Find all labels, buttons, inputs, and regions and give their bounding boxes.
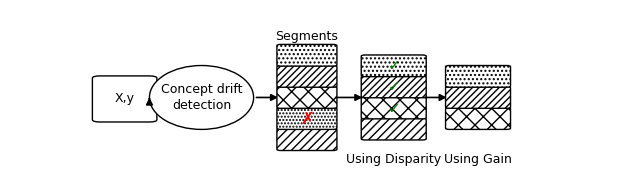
- FancyBboxPatch shape: [277, 108, 337, 130]
- FancyBboxPatch shape: [445, 87, 511, 108]
- Text: X,y: X,y: [115, 92, 134, 105]
- FancyBboxPatch shape: [92, 76, 157, 122]
- FancyBboxPatch shape: [361, 76, 426, 98]
- FancyBboxPatch shape: [445, 65, 511, 87]
- Text: Using Disparity: Using Disparity: [346, 153, 442, 166]
- FancyBboxPatch shape: [361, 118, 426, 140]
- FancyBboxPatch shape: [277, 44, 337, 66]
- FancyBboxPatch shape: [445, 108, 511, 130]
- FancyBboxPatch shape: [361, 55, 426, 77]
- Ellipse shape: [150, 65, 253, 130]
- Text: Segments: Segments: [275, 30, 338, 43]
- Text: ✓: ✓: [387, 58, 400, 73]
- Text: ✓: ✓: [387, 101, 400, 116]
- Text: Concept drift
detection: Concept drift detection: [161, 83, 243, 112]
- Text: Using Gain: Using Gain: [444, 153, 512, 166]
- Text: ✗: ✗: [300, 110, 314, 128]
- Text: ✓: ✓: [387, 79, 400, 94]
- FancyBboxPatch shape: [277, 129, 337, 151]
- FancyBboxPatch shape: [277, 87, 337, 108]
- FancyBboxPatch shape: [277, 65, 337, 87]
- FancyBboxPatch shape: [361, 97, 426, 119]
